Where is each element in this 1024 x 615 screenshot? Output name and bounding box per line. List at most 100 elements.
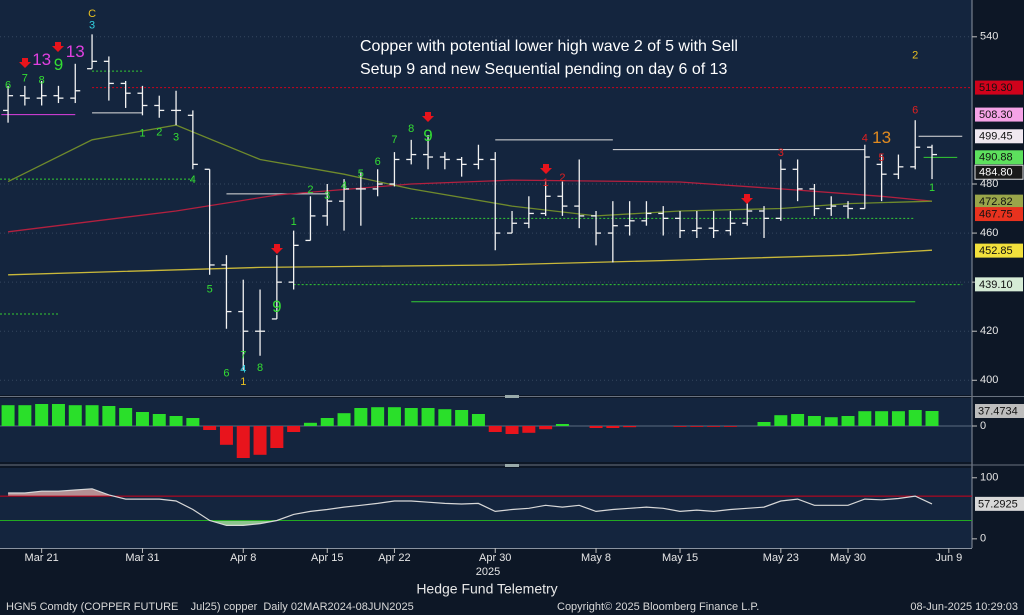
chart-title: Copper with potential lower high wave 2 … xyxy=(360,38,738,55)
moving-average xyxy=(8,249,933,276)
sequential-count: 8 xyxy=(257,362,263,374)
histogram-bar xyxy=(253,426,267,455)
splitter-handle xyxy=(505,395,519,398)
histogram-bar xyxy=(505,426,519,434)
x-axis-year: 2025 xyxy=(476,566,500,578)
x-tick-label: Apr 22 xyxy=(378,552,410,564)
sequential-count: 5 xyxy=(879,152,885,164)
arrow xyxy=(422,112,434,122)
histogram-bar xyxy=(791,414,805,426)
sequential-count: 3 xyxy=(173,131,179,143)
price-label-box xyxy=(975,207,1023,222)
price-label-box xyxy=(975,277,1023,292)
sequential-count: 9 xyxy=(54,55,63,74)
histogram-bar xyxy=(606,426,620,428)
oscillator-panel xyxy=(0,468,972,548)
sequential-count: 2 xyxy=(912,50,918,62)
sequential-count: 4 xyxy=(240,363,246,375)
price-label-box xyxy=(975,80,1023,95)
y-tick-label: 0 xyxy=(980,533,986,545)
histogram-bar xyxy=(354,408,368,426)
y-tick-label: 480 xyxy=(980,178,998,190)
histogram-bar xyxy=(471,414,485,426)
oscillator-line xyxy=(8,488,933,526)
histogram-bar xyxy=(169,416,183,426)
sequential-count: 6 xyxy=(912,104,918,116)
sequential-count: 3 xyxy=(778,147,784,159)
histogram-bar xyxy=(774,415,788,426)
sequential-count: 6 xyxy=(375,156,381,168)
price-label: 452.85 xyxy=(979,245,1013,257)
x-tick-label: May 8 xyxy=(581,552,611,564)
x-tick-label: Apr 8 xyxy=(230,552,256,564)
histogram-bar xyxy=(421,408,435,426)
x-tick-label: May 23 xyxy=(763,552,799,564)
sequential-count: 7 xyxy=(391,134,397,146)
sequential-count: 9 xyxy=(272,297,281,316)
histogram-bar xyxy=(371,407,385,426)
histogram-bar xyxy=(438,409,452,426)
arrow xyxy=(540,164,552,174)
histogram-bar xyxy=(522,426,536,433)
histogram-bar xyxy=(757,422,771,426)
price-label-box xyxy=(975,107,1023,122)
y-tick-label: 400 xyxy=(980,374,998,386)
sequential-count: 4 xyxy=(190,174,196,186)
histogram-bar xyxy=(1,405,15,426)
sequential-count: 2 xyxy=(156,126,162,138)
price-label-box xyxy=(974,164,1024,180)
x-tick-label: Mar 31 xyxy=(125,552,159,564)
histogram-bar xyxy=(707,426,721,427)
price-label: 472.82 xyxy=(979,196,1013,208)
histogram-bar xyxy=(35,404,49,426)
histogram-bar xyxy=(186,418,200,426)
histogram-bar xyxy=(690,426,704,427)
price-label: 499.45 xyxy=(979,131,1013,143)
sequential-count: 6 xyxy=(223,367,229,379)
sequential-count: 8 xyxy=(408,123,414,135)
histogram-bar xyxy=(85,405,99,426)
price-label-box xyxy=(975,129,1023,144)
histogram-bar xyxy=(18,405,32,426)
splitter-handle xyxy=(505,464,519,467)
chart-title: Setup 9 and new Sequential pending on da… xyxy=(360,61,728,78)
histogram-bar xyxy=(623,426,637,428)
arrow xyxy=(271,244,283,254)
plot-layer: 40042044046048054067813913C3123456741891… xyxy=(0,8,1024,564)
price-label: 508.30 xyxy=(979,109,1013,121)
sequential-count: 2 xyxy=(307,184,313,196)
histogram-bar xyxy=(723,426,737,427)
price-label: 467.75 xyxy=(979,208,1013,220)
price-label: 490.88 xyxy=(979,152,1013,164)
histogram-bar xyxy=(908,410,922,426)
arrow xyxy=(19,58,31,68)
last-value-box xyxy=(975,404,1024,419)
sequential-count: 1 xyxy=(291,216,297,228)
histogram-bar xyxy=(539,426,553,430)
footer-timestamp: 08-Jun-2025 10:29:03 xyxy=(910,601,1018,613)
last-value-label: 57.2925 xyxy=(978,498,1018,510)
histogram-bar xyxy=(488,426,502,432)
x-tick-label: Jun 9 xyxy=(935,552,962,564)
histogram-bar xyxy=(320,418,334,426)
sequential-count: 1 xyxy=(929,182,935,194)
histogram-bar xyxy=(455,410,469,426)
sequential-count: 13 xyxy=(872,128,891,147)
x-tick-label: Apr 15 xyxy=(311,552,343,564)
footer-center: Hedge Fund Telemetry xyxy=(416,581,557,597)
histogram-bar xyxy=(337,413,351,426)
histogram-bar xyxy=(219,426,233,445)
sequential-count: 7 xyxy=(240,349,246,361)
histogram-bar xyxy=(858,411,872,426)
sequential-count: 3 xyxy=(89,20,95,32)
histogram-bar xyxy=(135,412,149,426)
x-tick-label: May 15 xyxy=(662,552,698,564)
histogram-bar xyxy=(891,411,905,426)
footer-security: HGN5 Comdty (COPPER FUTURE Jul25) copper… xyxy=(6,601,414,613)
sequential-count: 3 xyxy=(324,190,330,202)
histogram-bar xyxy=(589,426,603,428)
sell-arrows xyxy=(19,42,753,254)
histogram-bar xyxy=(236,426,250,458)
price-label: 519.30 xyxy=(979,82,1013,94)
sequential-count: 5 xyxy=(358,168,364,180)
